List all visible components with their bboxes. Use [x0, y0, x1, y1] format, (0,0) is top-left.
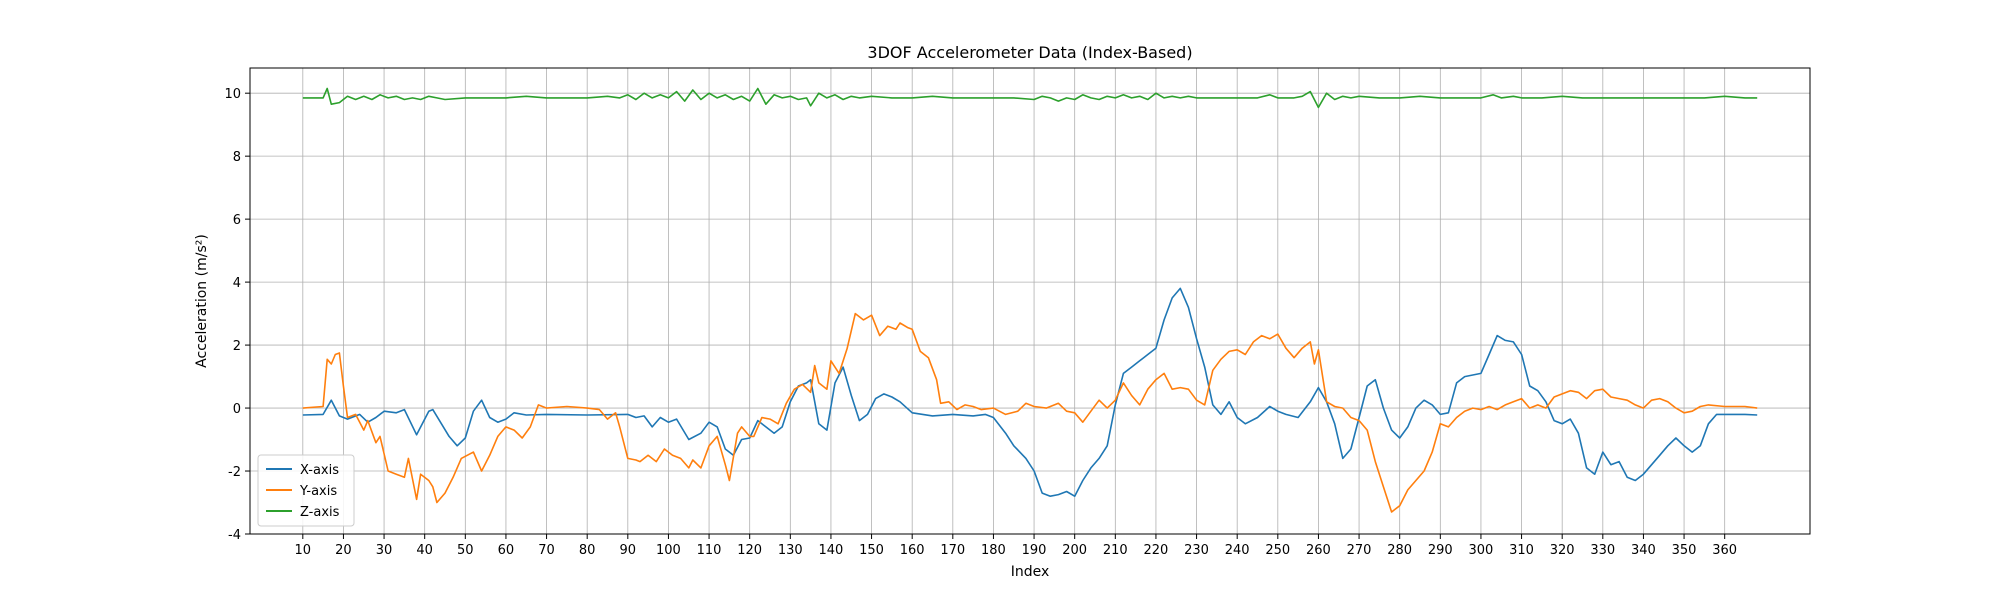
- x-tick-label: 230: [1184, 543, 1209, 558]
- grid: [250, 68, 1810, 535]
- x-tick-label: 70: [538, 543, 555, 558]
- x-tick-label: 270: [1347, 543, 1372, 558]
- y-axis-label: Acceleration (m/s²): [194, 234, 210, 368]
- x-tick-label: 180: [981, 543, 1006, 558]
- x-tick-label: 170: [940, 543, 965, 558]
- legend-label: X-axis: [300, 463, 339, 478]
- x-tick-label: 300: [1469, 543, 1494, 558]
- y-tick-label: 8: [233, 150, 241, 165]
- x-axis-label: Index: [1011, 564, 1050, 580]
- chart-title: 3DOF Accelerometer Data (Index-Based): [867, 43, 1192, 62]
- legend-box: [257, 454, 355, 527]
- legend-label: Z-axis: [300, 505, 340, 520]
- y-axis-ticks: -4 -2 0 2 4 6 8 10: [224, 87, 250, 543]
- legend-label: Y-axis: [299, 484, 337, 499]
- x-tick-label: 290: [1428, 543, 1453, 558]
- x-tick-label: 80: [579, 543, 596, 558]
- x-tick-label: 250: [1265, 543, 1290, 558]
- x-tick-label: 210: [1103, 543, 1128, 558]
- x-tick-label: 310: [1509, 543, 1534, 558]
- x-tick-label: 110: [697, 543, 722, 558]
- x-axis-ticks: 10 20 30 40 50 60 70 80 90 100 110 120 130 140 150 160 1…: [295, 534, 1737, 558]
- y-tick-label: 6: [233, 213, 241, 228]
- y-tick-label: 2: [233, 339, 241, 354]
- x-tick-label: 160: [900, 543, 925, 558]
- x-tick-label: 40: [416, 543, 433, 558]
- x-tick-label: 320: [1550, 543, 1575, 558]
- y-tick-label: -4: [228, 528, 241, 543]
- x-tick-label: 350: [1672, 543, 1697, 558]
- x-tick-label: 220: [1144, 543, 1169, 558]
- series-line-y-axis: [302, 312, 1758, 513]
- y-tick-label: 0: [233, 402, 241, 417]
- series-line-z-axis: [302, 87, 1758, 109]
- legend: X-axis Y-axis Z-axis: [257, 454, 355, 527]
- x-tick-label: 260: [1306, 543, 1331, 558]
- x-tick-label: 100: [656, 543, 681, 558]
- x-tick-label: 50: [457, 543, 474, 558]
- x-tick-label: 90: [620, 543, 637, 558]
- x-tick-label: 360: [1712, 543, 1737, 558]
- plot-frame: [249, 67, 1811, 535]
- x-tick-label: 240: [1225, 543, 1250, 558]
- x-tick-label: 200: [1062, 543, 1087, 558]
- x-tick-label: 60: [498, 543, 515, 558]
- y-tick-label: -2: [228, 465, 241, 480]
- x-tick-label: 130: [778, 543, 803, 558]
- x-tick-label: 330: [1590, 543, 1615, 558]
- series-layer: [302, 87, 1758, 513]
- x-tick-label: 10: [295, 543, 312, 558]
- y-tick-label: 10: [224, 87, 241, 102]
- x-tick-label: 340: [1631, 543, 1656, 558]
- x-tick-label: 20: [335, 543, 352, 558]
- x-tick-label: 280: [1387, 543, 1412, 558]
- x-tick-label: 190: [1022, 543, 1047, 558]
- x-tick-label: 120: [737, 543, 762, 558]
- x-tick-label: 140: [819, 543, 844, 558]
- x-tick-label: 30: [376, 543, 393, 558]
- x-tick-label: 150: [859, 543, 884, 558]
- y-tick-label: 4: [233, 276, 241, 291]
